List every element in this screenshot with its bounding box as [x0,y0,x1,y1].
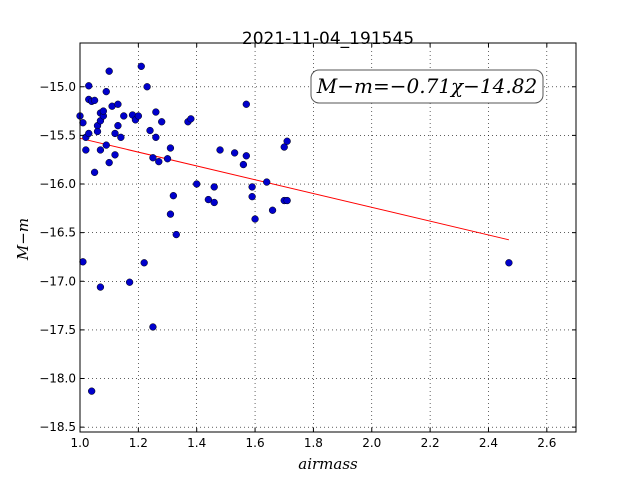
data-point [248,193,256,201]
x-axis-label: airmass [298,455,358,473]
data-point [210,198,218,207]
data-point [99,107,107,115]
data-points [76,62,513,395]
x-tick-label: 1.2 [129,436,148,450]
data-point [120,112,128,120]
data-point [169,192,178,200]
data-point [239,160,248,169]
fit-equation-box: M−m=−0.71χ−14.82 [310,69,544,104]
data-point [93,127,102,136]
data-point [166,210,175,218]
data-point [102,141,110,149]
data-point [166,144,175,152]
y-tick-label: −17.0 [39,274,76,288]
data-point [105,67,113,75]
x-tick-label: 2.4 [479,436,498,450]
data-point [111,129,119,138]
data-point [146,126,154,135]
y-tick-label: −18.5 [39,420,76,434]
data-point [102,87,110,96]
data-point [125,278,134,286]
x-tick-label: 2.0 [362,436,381,450]
data-point [158,118,166,126]
data-point [96,146,105,154]
data-point [152,108,160,116]
data-point [111,151,119,159]
data-point [163,155,172,163]
data-point [90,96,99,105]
data-point [283,196,291,205]
annotation-box [310,69,544,104]
x-tick-label: 1.0 [70,436,89,450]
data-point [117,133,125,141]
x-tick-label: 1.8 [304,436,323,450]
y-tick-label: −15.5 [39,128,76,142]
data-point [172,230,180,239]
x-tick-label: 1.4 [187,436,206,450]
data-point [210,183,218,191]
data-point [152,133,160,141]
y-tick-label: −17.5 [39,323,76,337]
data-point [105,158,113,167]
data-point [216,146,224,154]
data-point [143,83,151,91]
fit-equation: M−m=−0.71χ−14.82 [316,74,537,98]
data-point [242,152,250,160]
data-point [155,157,163,166]
chart-title: 2021-11-04_191545 [242,29,414,49]
data-point [251,215,259,223]
y-tick-label: −18.0 [39,372,76,386]
data-point [505,259,513,267]
axis-ticks: 1.0 1.2 1.4 1.6 1.8 2.0 2.2 2.4 2.6 −15.0 −15.5 −16… [39,43,576,450]
y-axis-label: M−m [14,218,32,261]
y-tick-label: −16.5 [39,226,76,240]
x-tick-label: 2.2 [421,436,440,450]
data-point [230,149,239,157]
data-point [149,323,157,331]
data-point [187,115,195,123]
data-point [149,154,157,162]
data-point [90,168,99,176]
data-point [204,195,213,204]
plot-frame [79,42,577,433]
data-point [263,178,271,186]
y-tick-label: −15.0 [39,80,76,94]
data-point [268,206,277,214]
data-point [137,62,145,70]
data-point [280,143,288,151]
x-tick-label: 1.6 [246,436,265,450]
data-point [242,100,250,108]
x-tick-label: 2.6 [537,436,556,450]
data-point [248,183,256,191]
data-point [134,112,143,120]
data-point [114,122,122,130]
y-tick-label: −16.0 [39,177,76,191]
data-point [82,146,90,154]
data-point [79,119,87,127]
data-point [283,137,291,145]
data-point [79,258,87,266]
data-point [96,283,105,291]
data-point [85,82,93,90]
data-point [88,387,96,395]
data-point [114,100,122,108]
data-point [140,259,148,267]
data-point [193,180,201,188]
data-point [85,129,93,138]
